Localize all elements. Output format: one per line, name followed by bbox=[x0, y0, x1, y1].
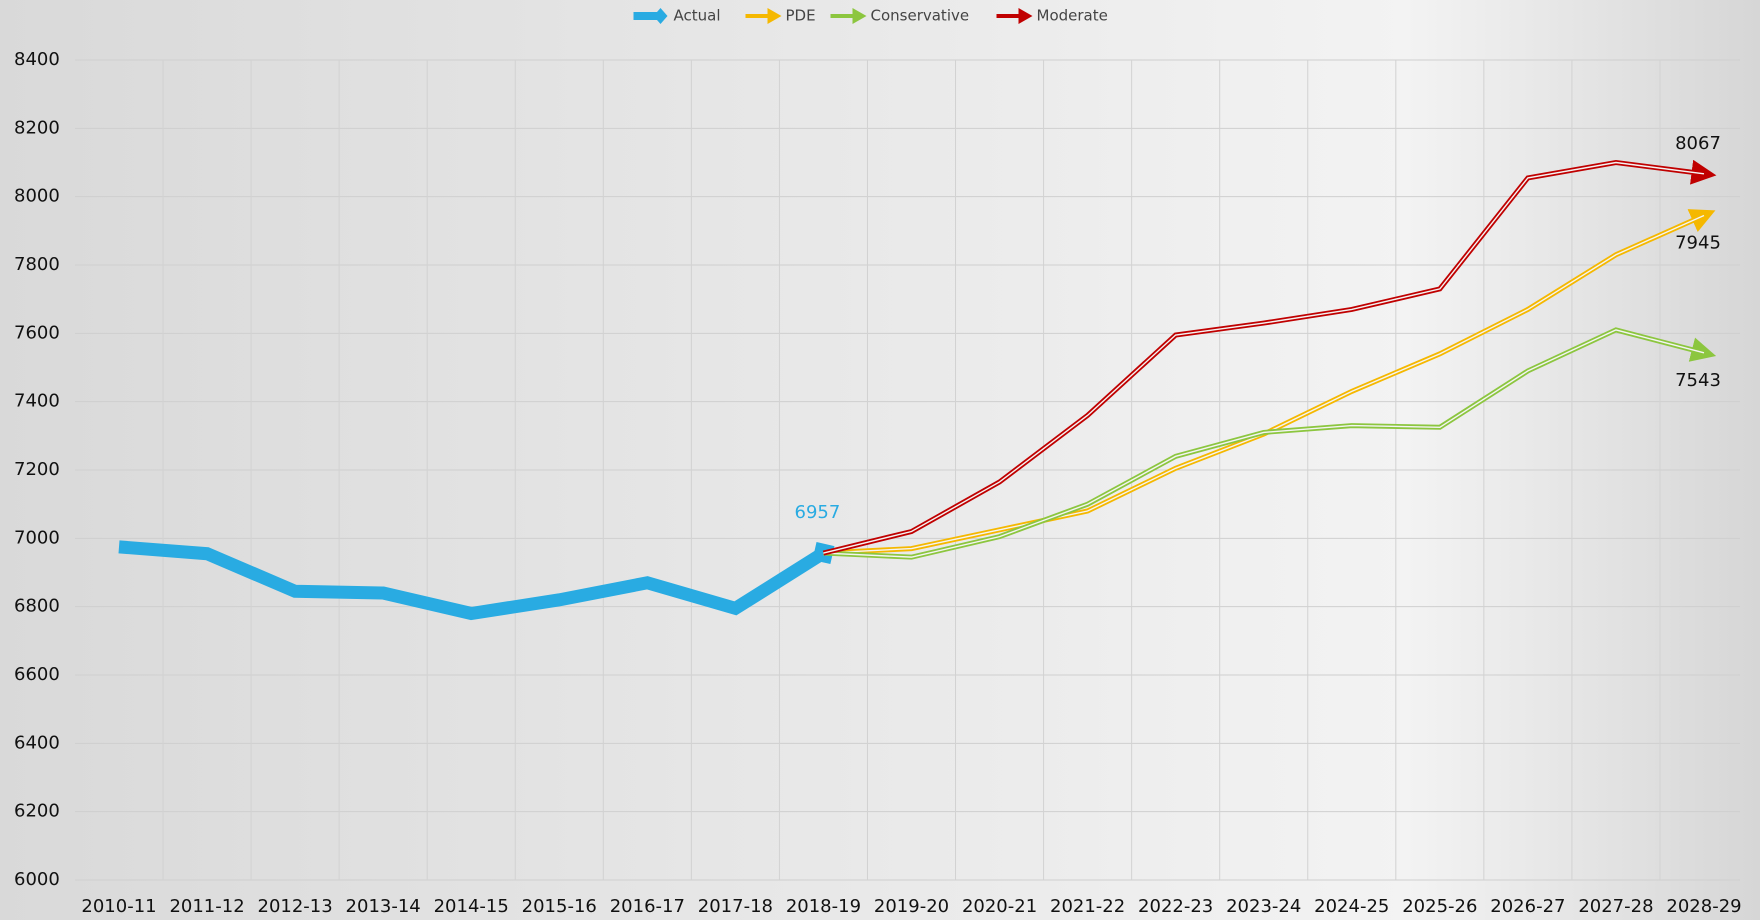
x-tick-label: 2024-25 bbox=[1314, 896, 1389, 917]
x-tick-label: 2023-24 bbox=[1226, 896, 1301, 917]
x-tick-label: 2013-14 bbox=[346, 896, 421, 917]
y-tick-label: 7200 bbox=[14, 459, 60, 480]
y-tick-label: 7000 bbox=[14, 527, 60, 548]
x-tick-label: 2021-22 bbox=[1050, 896, 1125, 917]
x-tick-label: 2022-23 bbox=[1138, 896, 1213, 917]
x-tick-label: 2018-19 bbox=[786, 896, 861, 917]
line bbox=[118, 540, 835, 621]
data-label: 8067 bbox=[1675, 133, 1721, 154]
y-tick-label: 6000 bbox=[14, 869, 60, 890]
y-tick-label: 6800 bbox=[14, 596, 60, 617]
y-tick-label: 6200 bbox=[14, 801, 60, 822]
y-tick-label: 6400 bbox=[14, 732, 60, 753]
x-tick-label: 2011-12 bbox=[169, 896, 244, 917]
x-tick-label: 2015-16 bbox=[522, 896, 597, 917]
y-tick-label: 8200 bbox=[14, 117, 60, 138]
x-tick-label: 2019-20 bbox=[874, 896, 949, 917]
legend-label: PDE bbox=[786, 7, 816, 25]
data-label: 7543 bbox=[1675, 370, 1721, 391]
y-tick-label: 7600 bbox=[14, 322, 60, 343]
x-tick-label: 2017-18 bbox=[698, 896, 773, 917]
x-tick-label: 2025-26 bbox=[1402, 896, 1477, 917]
line-inner bbox=[823, 161, 1705, 554]
legend-arrow bbox=[767, 8, 782, 24]
y-tick-label: 7800 bbox=[14, 254, 60, 275]
legend: Actual PDE Conservative Moderate bbox=[633, 7, 1108, 25]
x-tick-label: 2026-27 bbox=[1490, 896, 1565, 917]
x-tick-label: 2014-15 bbox=[434, 896, 509, 917]
legend-arrow bbox=[852, 8, 867, 24]
line-inner bbox=[823, 329, 1705, 558]
legend-arrow bbox=[653, 8, 668, 24]
y-tick-label: 8000 bbox=[14, 186, 60, 207]
x-tick-label: 2012-13 bbox=[258, 896, 333, 917]
y-tick-label: 8400 bbox=[14, 49, 60, 70]
x-tick-label: 2028-29 bbox=[1666, 896, 1741, 917]
x-tick-label: 2010-11 bbox=[81, 896, 156, 917]
x-tick-label: 2027-28 bbox=[1578, 896, 1653, 917]
x-tick-label: 2020-21 bbox=[962, 896, 1037, 917]
legend-label: Conservative bbox=[871, 7, 970, 25]
data-label: 6957 bbox=[795, 502, 841, 523]
legend-arrow bbox=[1018, 8, 1033, 24]
legend-label: Actual bbox=[674, 7, 721, 25]
legend-label: Moderate bbox=[1037, 7, 1108, 25]
y-tick-label: 7400 bbox=[14, 391, 60, 412]
data-label: 7945 bbox=[1675, 232, 1721, 253]
y-tick-label: 6600 bbox=[14, 664, 60, 685]
x-tick-label: 2016-17 bbox=[610, 896, 685, 917]
